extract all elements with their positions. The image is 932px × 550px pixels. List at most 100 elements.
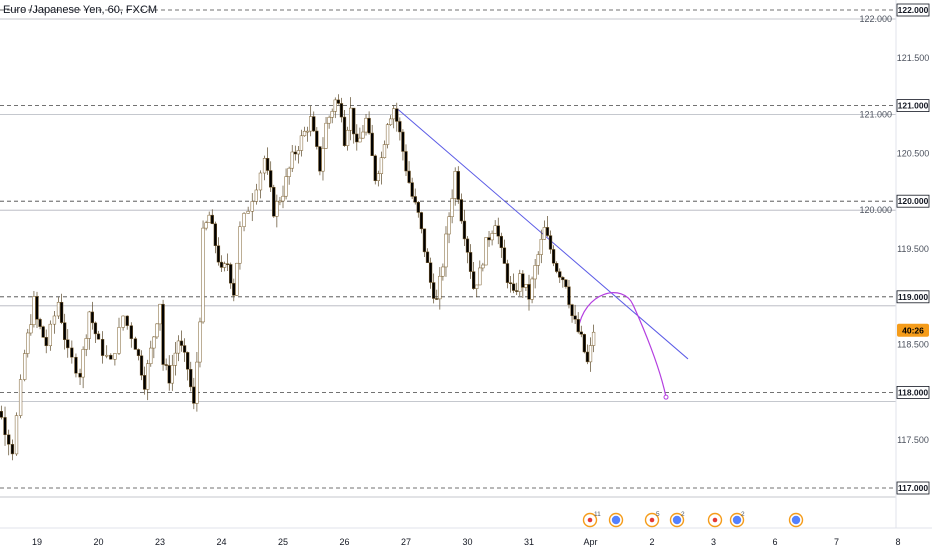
time-tick-label: 7 xyxy=(834,537,839,547)
event-dot-icon xyxy=(587,517,593,523)
event-dot-icon xyxy=(649,517,655,523)
candle-up xyxy=(484,237,488,266)
candle-down xyxy=(164,364,168,366)
candle-up xyxy=(246,211,250,214)
price-axis[interactable]: 122.000 121.500 121.000 120.500 120.000 119.5… xyxy=(859,0,932,528)
candle-up xyxy=(250,201,254,212)
price-tick-label: 121.000 xyxy=(859,110,892,120)
candle-down xyxy=(93,322,98,335)
candle-down xyxy=(558,271,562,278)
candle-up xyxy=(14,415,19,455)
candle-down xyxy=(428,262,433,283)
event-marker[interactable]: 2 xyxy=(669,511,686,528)
chart-title: Euro /Japanese Yen, 60, FXCM xyxy=(3,4,157,16)
event-marker[interactable] xyxy=(608,512,624,528)
event-count: 11 xyxy=(594,511,601,518)
candle-down xyxy=(508,282,513,285)
event-flag-icon xyxy=(611,515,621,525)
candle-up xyxy=(296,150,301,155)
candle-up xyxy=(450,198,454,217)
time-tick-label: 19 xyxy=(32,537,42,547)
horizontal-levels xyxy=(0,9,896,498)
candle-up xyxy=(284,176,288,197)
time-tick-label: 8 xyxy=(895,537,900,547)
candle-down xyxy=(41,326,45,338)
event-marker[interactable]: 5 xyxy=(644,511,661,528)
candle-up xyxy=(155,323,159,338)
candle-down xyxy=(182,345,187,353)
candle-up xyxy=(81,349,85,378)
candle-down xyxy=(229,264,233,284)
candle-up xyxy=(475,284,479,289)
time-tick-label: 3 xyxy=(711,537,716,547)
candle-down xyxy=(142,375,147,390)
candle-down xyxy=(3,417,7,435)
price-tick-label: 120.000 xyxy=(859,205,892,215)
event-flag-icon xyxy=(791,515,801,525)
candle-down xyxy=(419,212,424,230)
candle-down xyxy=(499,235,503,249)
candle-up xyxy=(87,311,91,339)
candle-down xyxy=(462,220,467,240)
price-tick-label: 120.500 xyxy=(897,148,930,158)
candle-down xyxy=(456,171,460,200)
price-tick-label: 119.500 xyxy=(897,244,929,254)
price-tick-label: 121.500 xyxy=(897,53,930,63)
candle-down xyxy=(561,277,565,281)
candle-up xyxy=(152,336,156,349)
time-axis[interactable]: 19 20 23 24 25 26 27 30 31 Apr 2 3 6 7 8 xyxy=(0,527,932,547)
candle-down xyxy=(585,351,590,363)
candle-up xyxy=(23,353,27,380)
price-badge xyxy=(896,99,930,112)
candle-up xyxy=(349,107,353,131)
event-marker[interactable] xyxy=(707,512,723,528)
candle-up xyxy=(453,171,457,199)
price-badge xyxy=(896,481,930,495)
event-markers[interactable]: 11 5 2 2 xyxy=(582,511,804,528)
candle-up xyxy=(149,347,153,364)
trendline[interactable] xyxy=(396,108,689,360)
candle-down xyxy=(373,155,377,181)
candle-down xyxy=(70,347,74,358)
candle-down xyxy=(0,410,3,418)
candle-up xyxy=(258,172,263,191)
time-tick-label: 26 xyxy=(339,537,349,547)
candle-down xyxy=(342,116,347,146)
event-count: 2 xyxy=(681,511,685,518)
event-marker[interactable]: 11 xyxy=(582,511,602,528)
candle-up xyxy=(333,99,337,112)
drawings[interactable] xyxy=(396,108,689,400)
candle-down xyxy=(78,373,82,378)
price-tick-label: 122.000 xyxy=(859,14,892,24)
candle-down xyxy=(161,303,165,365)
candle-down xyxy=(576,319,580,333)
candle-up xyxy=(275,201,279,217)
price-badge xyxy=(896,290,930,304)
candle-down xyxy=(44,337,48,347)
candle-down xyxy=(7,434,11,445)
time-tick-label: 25 xyxy=(278,537,288,547)
candle-up xyxy=(376,173,380,181)
candle-down xyxy=(186,352,190,370)
candle-up xyxy=(588,345,593,363)
projection-curve[interactable] xyxy=(577,292,667,398)
time-tick-label: 2 xyxy=(649,537,654,547)
event-marker[interactable] xyxy=(788,512,804,528)
candle-down xyxy=(422,228,427,253)
candle-down xyxy=(90,311,94,324)
candle-up xyxy=(327,117,331,124)
candle-up xyxy=(358,137,362,143)
candle-down xyxy=(59,301,64,323)
time-tick-label: 31 xyxy=(524,537,534,547)
candle-down xyxy=(293,151,297,155)
event-marker[interactable]: 2 xyxy=(729,511,746,528)
candle-down xyxy=(269,170,273,188)
candle-down xyxy=(582,334,587,353)
candle-up xyxy=(222,263,227,268)
projection-end-marker xyxy=(663,394,669,400)
candle-up xyxy=(542,227,547,240)
candle-down xyxy=(167,365,171,384)
event-count: 2 xyxy=(741,511,745,518)
